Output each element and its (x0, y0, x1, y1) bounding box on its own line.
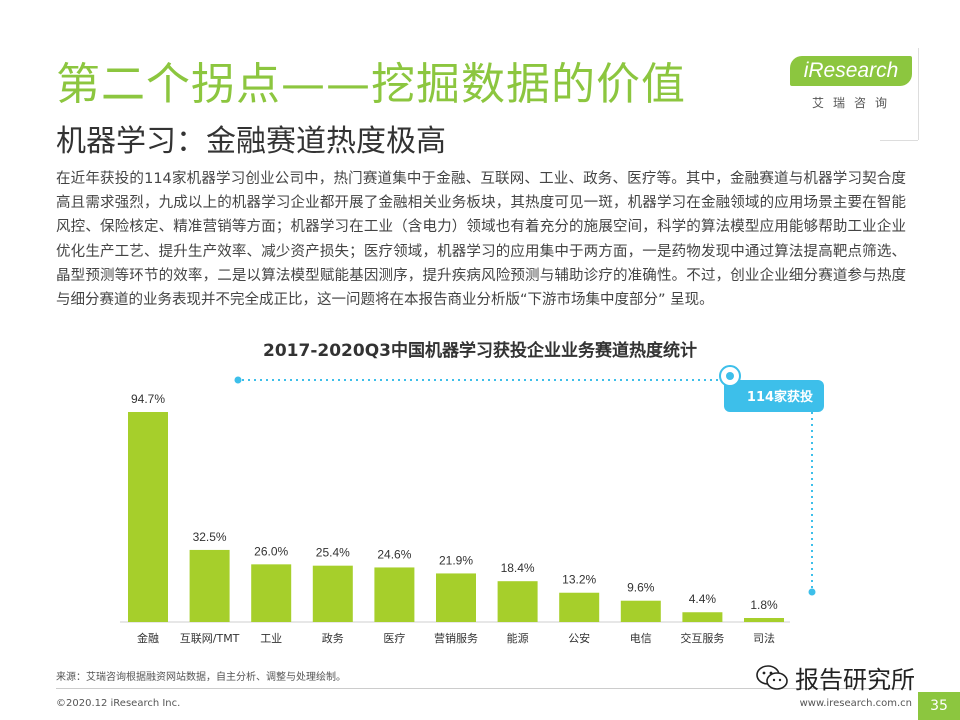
category-label-9: 交互服务 (680, 631, 724, 645)
website-link[interactable]: www.iresearch.com.cn (799, 698, 912, 709)
category-label-7: 公安 (568, 631, 590, 645)
corner-line-vertical (918, 48, 919, 140)
logo-subtext: 艾瑞咨询 (811, 96, 896, 110)
data-label-6: 18.4% (501, 561, 535, 575)
chart-title: 2017-2020Q3中国机器学习获投企业业务赛道热度统计 (263, 341, 697, 361)
wechat-icon (756, 664, 788, 690)
bar-chart: 94.7% 金融 32.5% 互联网/TMT 26.0% 工业 25.4% 政务 24.6% 医疗… (120, 365, 824, 645)
category-label-2: 工业 (260, 632, 282, 645)
data-label-3: 25.4% (316, 546, 350, 560)
category-label-8: 电信 (630, 632, 652, 645)
bar-2 (251, 564, 292, 622)
watermark: 报告研究所 (755, 660, 915, 695)
bar-3 (312, 565, 353, 622)
data-label-1: 32.5% (193, 530, 227, 544)
page-number: 35 (918, 692, 960, 720)
annotation-badge (724, 380, 824, 412)
bar-8 (620, 600, 661, 622)
data-label-4: 24.6% (377, 547, 411, 561)
bar-10 (744, 618, 784, 622)
bar-6 (497, 581, 538, 622)
annotation-text: 114家获投 (747, 389, 813, 405)
bar-0 (128, 412, 168, 622)
category-label-3: 政务 (322, 631, 344, 645)
iresearch-logo: iResearch (790, 56, 912, 86)
data-label-8: 9.6% (627, 581, 655, 595)
data-label-10: 1.8% (750, 598, 778, 612)
source-note: 来源：艾瑞咨询根据融资网站数据，自主分析、调整与处理绘制。 (56, 672, 346, 683)
corner-line-horizontal (880, 140, 918, 141)
bar-5 (436, 573, 476, 622)
annotation-end-dot (808, 588, 816, 596)
category-label-6: 能源 (507, 631, 529, 645)
category-label-0: 金融 (137, 631, 159, 645)
bar-1 (189, 549, 230, 622)
data-label-5: 21.9% (439, 553, 473, 567)
data-label-2: 26.0% (254, 544, 288, 558)
annotation-pin-center (726, 372, 734, 380)
bar-7 (559, 592, 600, 622)
annotation-start-dot (234, 376, 242, 384)
copyright: ©2020.12 iResearch Inc. (56, 698, 181, 709)
intro-paragraph: 在近年获投的114家机器学习创业公司中，热门赛道集中于金融、互联网、工业、政务、… (56, 171, 906, 309)
data-label-9: 4.4% (689, 592, 717, 606)
footer-divider (56, 688, 906, 689)
category-label-4: 医疗 (383, 631, 405, 645)
watermark-text: 报告研究所 (795, 666, 915, 694)
category-label-10: 司法 (753, 631, 775, 645)
page-subtitle: 机器学习：金融赛道热度极高 (56, 124, 446, 159)
bar-4 (374, 567, 415, 622)
data-label-7: 13.2% (562, 573, 596, 587)
data-label-0: 94.7% (131, 392, 165, 406)
category-label-1: 互联网/TMT (180, 632, 240, 645)
category-label-5: 营销服务 (434, 631, 478, 645)
bar-9 (682, 612, 723, 622)
page-title: 第二个拐点——挖掘数据的价值 (56, 59, 686, 110)
